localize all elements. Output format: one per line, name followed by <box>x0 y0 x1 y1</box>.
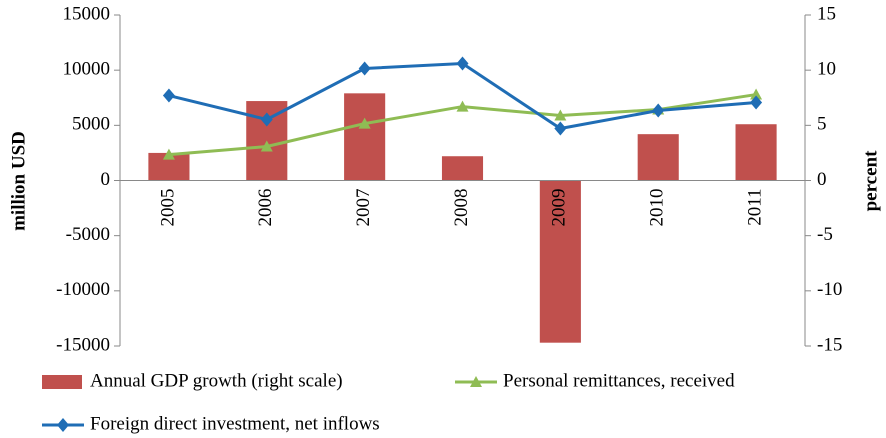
y-axis-label: million USD <box>8 131 29 231</box>
line-marker <box>162 88 175 103</box>
line-marker <box>750 95 763 110</box>
legend-label: Personal remittances, received <box>503 370 735 391</box>
x-tick-label: 2008 <box>451 189 472 227</box>
bar <box>344 93 386 181</box>
line-marker <box>456 100 469 112</box>
bar <box>539 180 581 343</box>
line-marker <box>358 61 371 76</box>
y-tick-label: 5000 <box>72 114 110 135</box>
y2-tick-label: 10 <box>817 59 836 80</box>
y2-tick-label: -5 <box>817 224 833 245</box>
x-tick-label: 2010 <box>647 189 668 227</box>
y2-tick-label: 0 <box>817 169 827 190</box>
y-tick-label: 10000 <box>63 59 111 80</box>
y2-axis-label: percent <box>860 150 881 212</box>
line-marker <box>554 121 567 136</box>
legend-label: Annual GDP growth (right scale) <box>90 370 343 391</box>
line-marker <box>260 140 273 152</box>
line-marker <box>358 117 371 129</box>
y2-tick-label: 15 <box>817 3 836 24</box>
y-tick-label: -15000 <box>56 334 110 355</box>
y-tick-label: 15000 <box>63 3 111 24</box>
line-marker <box>456 56 469 71</box>
y2-tick-label: -15 <box>817 334 842 355</box>
legend-marker <box>470 376 482 387</box>
bar <box>735 124 777 181</box>
bar <box>441 156 484 181</box>
line-marker <box>750 88 763 100</box>
line-marker <box>652 103 665 118</box>
y-tick-label: -5000 <box>66 224 110 245</box>
y-tick-label: -10000 <box>56 279 110 300</box>
line-marker <box>554 109 567 121</box>
y2-tick-label: -10 <box>817 279 842 300</box>
legend-swatch <box>42 375 82 389</box>
x-tick-label: 2007 <box>353 189 374 227</box>
x-tick-label: 2011 <box>744 189 765 226</box>
legend-marker <box>57 418 69 432</box>
x-tick-label: 2009 <box>549 189 570 227</box>
legend-label: Foreign direct investment, net inflows <box>90 413 380 434</box>
line-marker <box>162 148 175 160</box>
x-tick-label: 2006 <box>255 189 276 227</box>
y2-tick-label: 5 <box>817 114 827 135</box>
line-marker <box>260 112 273 127</box>
y-tick-label: 0 <box>101 169 111 190</box>
x-tick-label: 2005 <box>157 189 178 227</box>
bar <box>637 134 679 181</box>
